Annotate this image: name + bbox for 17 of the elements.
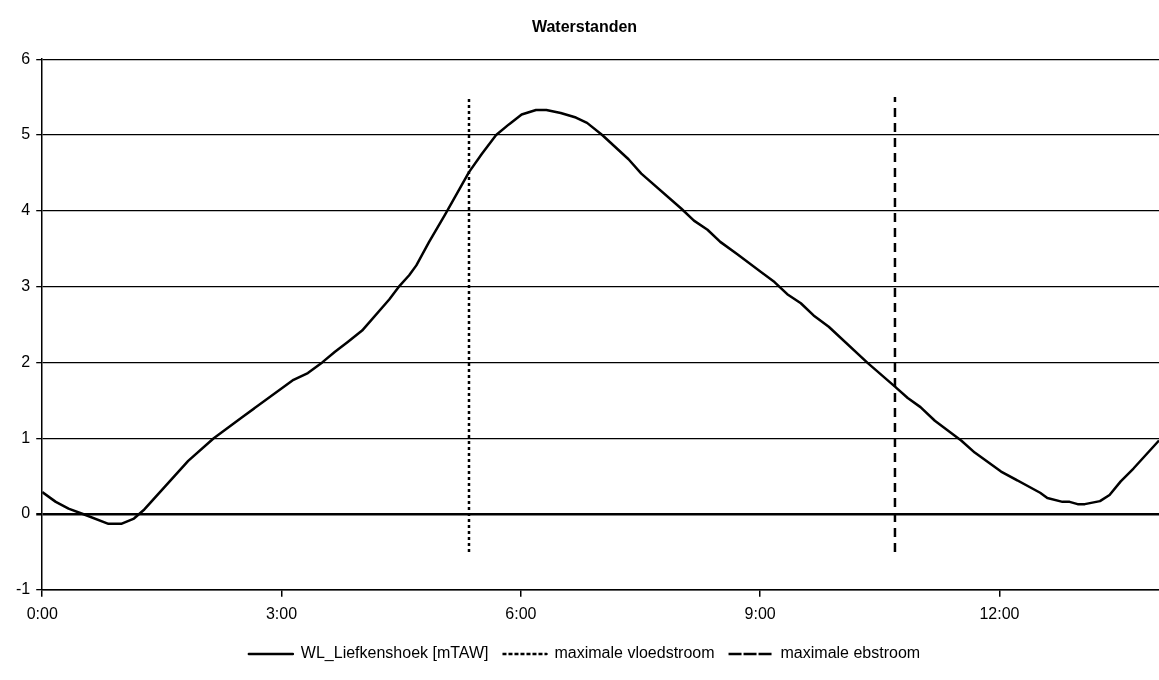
y-tick-label: 5 xyxy=(21,125,31,143)
legend-label: maximale vloedstroom xyxy=(554,644,715,662)
y-tick-label: 2 xyxy=(21,352,31,370)
y-tick-label: 6 xyxy=(21,49,31,67)
x-tick-label: 9:00 xyxy=(744,604,776,622)
x-tick-label: 6:00 xyxy=(505,604,537,622)
legend-label: WL_Liefkenshoek [mTAW] xyxy=(300,644,489,663)
y-tick-label: 3 xyxy=(21,277,31,295)
x-tick-label: 3:00 xyxy=(265,604,298,622)
x-tick-label: 12:00 xyxy=(979,604,1020,622)
y-tick-label: -1 xyxy=(15,580,31,598)
y-tick-label: 0 xyxy=(21,504,31,522)
y-tick-label: 4 xyxy=(21,201,31,219)
legend-label: maximale ebstroom xyxy=(780,644,921,662)
chart-title: Waterstanden xyxy=(531,18,638,36)
y-tick-label: 1 xyxy=(21,428,31,446)
x-tick-label: 0:00 xyxy=(26,604,58,622)
